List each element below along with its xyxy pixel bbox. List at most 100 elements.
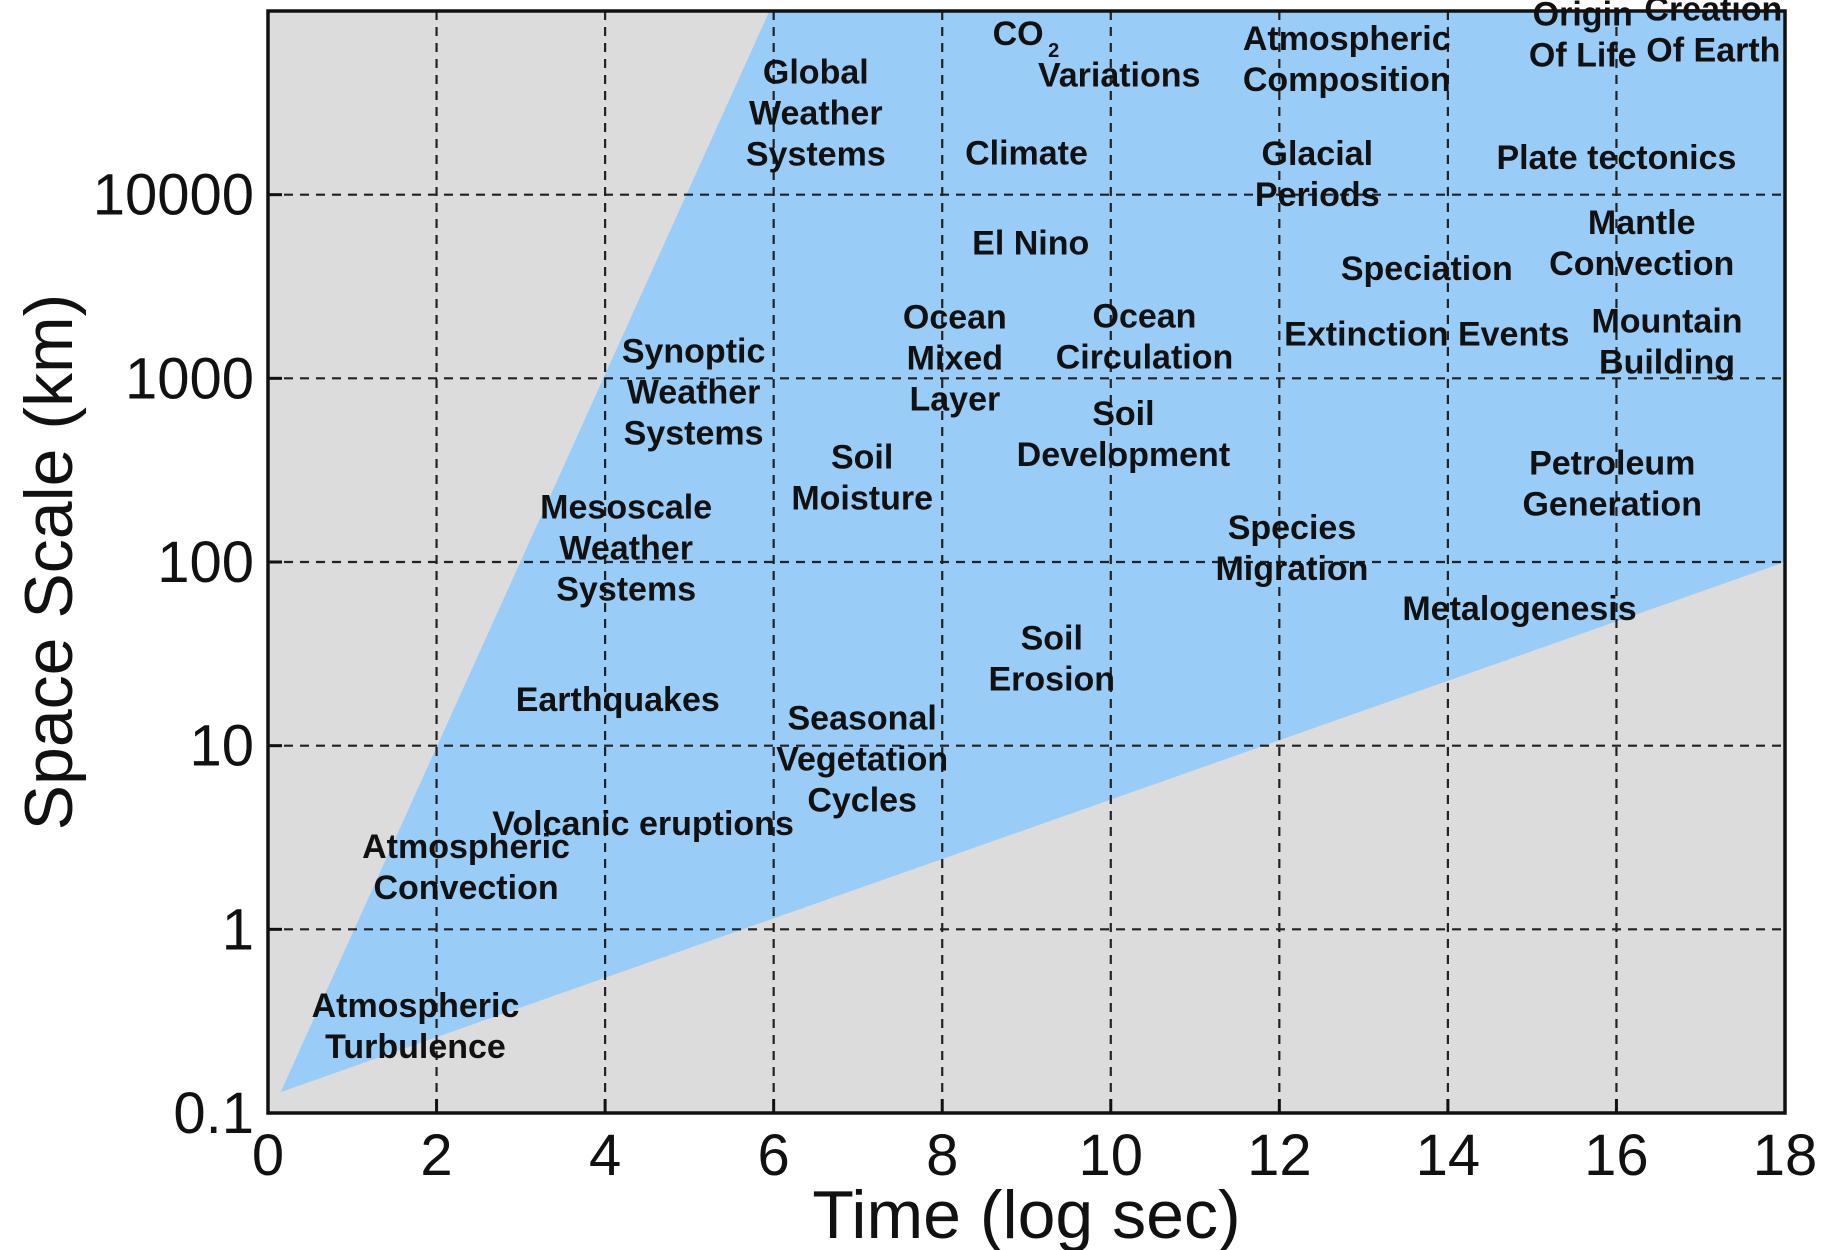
phenomenon-label: Plate tectonics bbox=[1496, 139, 1736, 177]
phenomenon-label-line: Ocean bbox=[903, 298, 1007, 336]
y-tick-label: 1000 bbox=[125, 346, 254, 411]
co2-subscript-text: 2 bbox=[1048, 40, 1059, 62]
phenomenon-label-line: Systems bbox=[556, 570, 696, 608]
phenomenon-label-line: Climate bbox=[965, 134, 1088, 172]
phenomenon-label: Volcanic eruptions bbox=[492, 805, 794, 843]
phenomenon-label-line: Atmospheric bbox=[312, 987, 520, 1025]
phenomenon-label-line: Of Earth bbox=[1646, 31, 1780, 69]
phenomenon-label-line: Creation bbox=[1644, 0, 1782, 28]
y-tick-label: 10000 bbox=[93, 163, 254, 228]
phenomenon-label-line: Moisture bbox=[791, 480, 933, 518]
phenomenon-label: Metalogenesis bbox=[1402, 590, 1636, 628]
phenomenon-label-line: Speciation bbox=[1341, 250, 1513, 288]
phenomenon-label-line: Cycles bbox=[807, 782, 917, 820]
phenomenon-label-line: Convection bbox=[1549, 245, 1734, 283]
phenomenon-label-line: Composition bbox=[1243, 61, 1451, 99]
phenomenon-label-line: Glacial bbox=[1262, 135, 1374, 173]
phenomenon-label-line: Of Life bbox=[1529, 36, 1637, 74]
phenomenon-label-line: Systems bbox=[624, 414, 764, 452]
phenomenon-label: Earthquakes bbox=[516, 681, 720, 719]
phenomenon-label: Variations bbox=[1038, 57, 1201, 95]
x-tick-label: 8 bbox=[926, 1123, 958, 1188]
phenomenon-label-line: Mountain bbox=[1591, 302, 1742, 340]
phenomenon-label-line: Species bbox=[1228, 509, 1357, 547]
phenomenon-label-line: Turbulence bbox=[325, 1028, 506, 1066]
phenomenon-label-line: Mixed bbox=[907, 339, 1003, 377]
x-tick-label: 6 bbox=[758, 1123, 790, 1188]
phenomenon-label-line: Earthquakes bbox=[516, 681, 720, 719]
x-tick-label: 18 bbox=[1753, 1123, 1818, 1188]
phenomenon-label-line: Origin bbox=[1533, 0, 1633, 33]
phenomenon-label-line: Soil bbox=[1092, 395, 1154, 433]
phenomenon-label: Extinction Events bbox=[1284, 316, 1569, 354]
phenomenon-label-line: Atmospheric bbox=[1243, 20, 1451, 58]
phenomenon-label-line: Systems bbox=[746, 136, 886, 174]
phenomena-labels: AtmosphericTurbulenceAtmosphericConvecti… bbox=[312, 0, 1783, 1066]
phenomenon-label-line: Extinction Events bbox=[1284, 316, 1569, 354]
x-tick-label: 2 bbox=[420, 1123, 452, 1188]
phenomenon-label-line: Soil bbox=[1021, 620, 1083, 658]
x-tick-label: 0 bbox=[252, 1123, 284, 1188]
y-tick-label: 10 bbox=[189, 714, 254, 779]
phenomenon-label-line: Weather bbox=[749, 95, 883, 133]
phenomena-region bbox=[280, 11, 1786, 1093]
phenomenon-label-line: Ocean bbox=[1093, 298, 1197, 336]
phenomenon-label-line: Weather bbox=[627, 373, 761, 411]
phenomenon-label-line: Building bbox=[1599, 343, 1735, 381]
co2-main-text: CO bbox=[993, 15, 1044, 53]
phenomenon-label-line: El Nino bbox=[972, 224, 1089, 262]
co2-label: CO 2 bbox=[993, 15, 1060, 62]
y-axis-label: Space Scale (km) bbox=[11, 294, 87, 831]
phenomenon-label-line: Periods bbox=[1255, 176, 1380, 214]
x-tick-label: 16 bbox=[1584, 1123, 1649, 1188]
phenomenon-label-line: Metalogenesis bbox=[1402, 590, 1636, 628]
x-axis-label: Time (log sec) bbox=[812, 1177, 1240, 1250]
x-tick-label: 14 bbox=[1416, 1123, 1481, 1188]
phenomenon-label-line: Plate tectonics bbox=[1496, 139, 1736, 177]
phenomenon-label-line: Layer bbox=[909, 380, 1000, 418]
x-axis-ticks: 0 2 4 6 8 10 12 14 16 18 bbox=[252, 1099, 1817, 1188]
phenomenon-label-line: Erosion bbox=[988, 661, 1115, 699]
x-tick-label: 12 bbox=[1247, 1123, 1312, 1188]
phenomenon-label-line: Generation bbox=[1522, 485, 1701, 523]
phenomenon-label-line: Mesoscale bbox=[540, 488, 712, 526]
phenomenon-label-line: Synoptic bbox=[622, 332, 766, 370]
y-tick-label: 0.1 bbox=[173, 1081, 254, 1146]
phenomenon-label-line: Variations bbox=[1038, 57, 1201, 95]
x-tick-label: 10 bbox=[1079, 1123, 1144, 1188]
phenomenon-label-line: Global bbox=[763, 54, 869, 92]
phenomenon-label-line: Atmospheric bbox=[362, 828, 570, 866]
grid-lines bbox=[268, 11, 1785, 1113]
phenomenon-label-line: Development bbox=[1017, 436, 1231, 474]
phenomenon-label: Speciation bbox=[1341, 250, 1513, 288]
plot-area: AtmosphericTurbulenceAtmosphericConvecti… bbox=[266, 0, 1787, 1115]
phenomenon-label-line: Petroleum bbox=[1529, 444, 1695, 482]
phenomenon-label-line: Migration bbox=[1215, 550, 1368, 588]
y-tick-label: 1 bbox=[222, 897, 254, 962]
phenomenon-label-line: Convection bbox=[373, 869, 558, 907]
phenomenon-label-line: Mantle bbox=[1588, 204, 1696, 242]
phenomenon-label: Creation Of Earth bbox=[1644, 0, 1782, 69]
phenomenon-label-line: Volcanic eruptions bbox=[492, 805, 794, 843]
phenomenon-label-line: Circulation bbox=[1056, 339, 1234, 377]
y-tick-label: 100 bbox=[157, 530, 254, 595]
